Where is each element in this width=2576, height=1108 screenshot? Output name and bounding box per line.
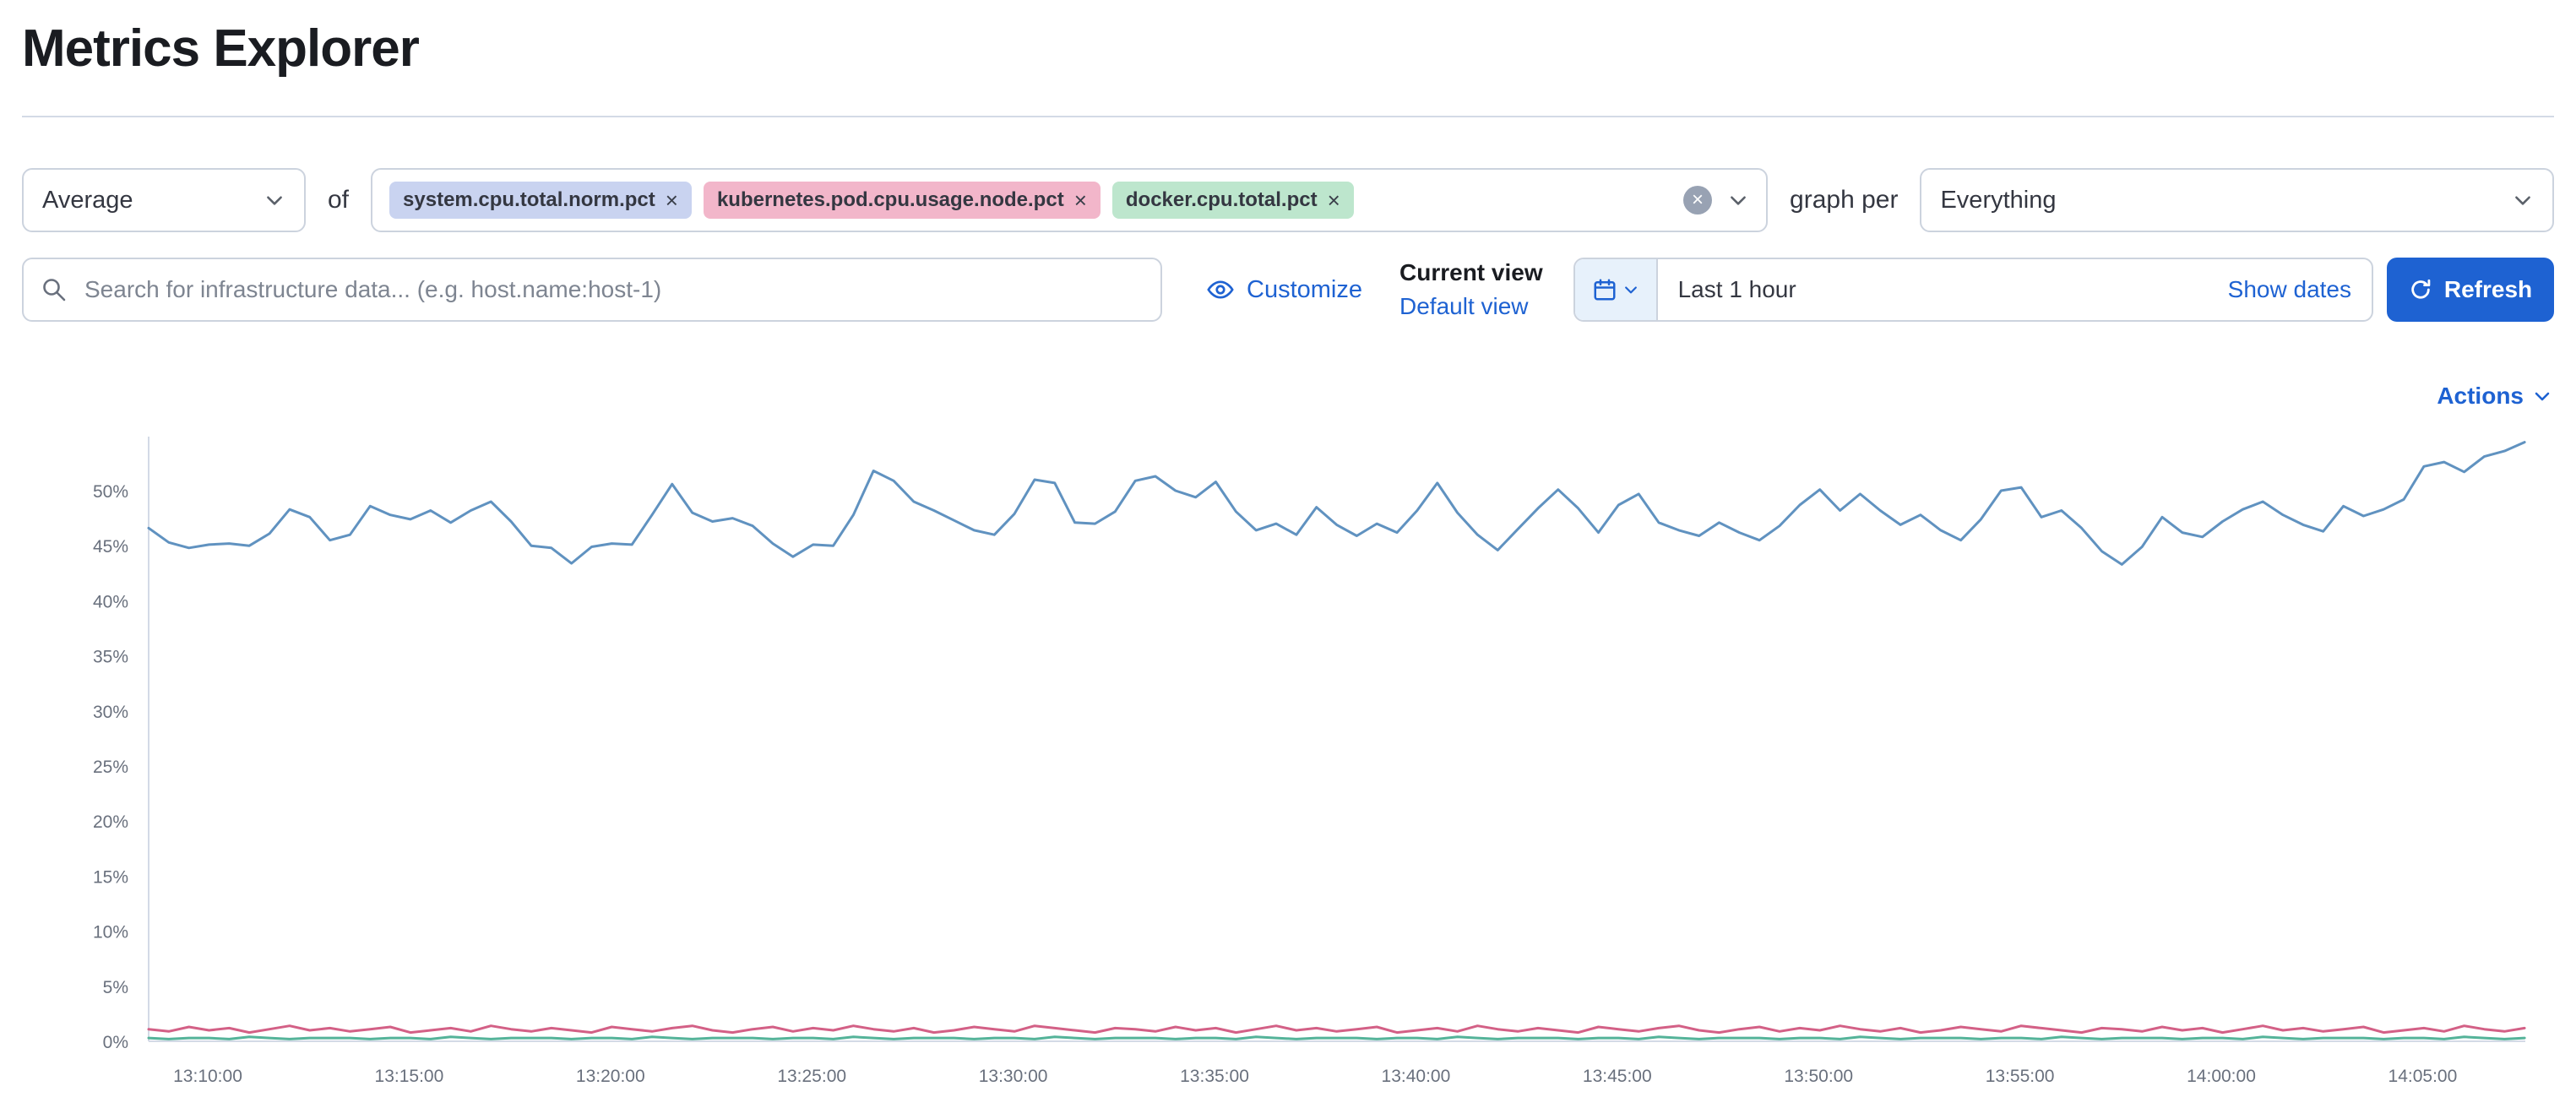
calendar-icon [1594,279,1616,301]
metric-pill[interactable]: docker.cpu.total.pct × [1111,182,1354,219]
graph-per-select[interactable]: Everything [1920,168,2554,232]
svg-text:15%: 15% [93,867,128,887]
graph-per-value: Everything [1940,186,2057,214]
show-dates-button[interactable]: Show dates [2227,276,2351,302]
svg-text:13:40:00: 13:40:00 [1382,1067,1451,1086]
actions-menu-button[interactable]: Actions [2437,383,2552,410]
graph-per-label: graph per [1790,186,1899,214]
svg-text:40%: 40% [93,592,128,611]
aggregation-select[interactable]: Average [22,168,306,232]
search-bar [22,258,1162,322]
svg-text:0%: 0% [103,1033,128,1052]
actions-label: Actions [2437,383,2524,409]
svg-text:13:30:00: 13:30:00 [979,1067,1048,1086]
header-divider [22,116,2554,117]
svg-text:14:00:00: 14:00:00 [2187,1067,2256,1086]
svg-text:25%: 25% [93,758,128,777]
of-label: of [328,186,350,214]
page-title: Metrics Explorer [22,19,420,78]
default-view-link[interactable]: Default view [1399,293,1529,319]
svg-text:10%: 10% [93,923,128,942]
svg-text:5%: 5% [103,978,128,997]
remove-metric-icon[interactable]: × [1327,187,1340,213]
chevron-down-icon [2535,392,2550,401]
svg-text:13:55:00: 13:55:00 [1986,1067,2055,1086]
clear-metrics-button[interactable]: × [1683,186,1713,215]
svg-text:13:35:00: 13:35:00 [1180,1067,1249,1086]
metrics-combobox[interactable]: system.cpu.total.norm.pct × kubernetes.p… [371,168,1769,232]
svg-text:13:25:00: 13:25:00 [777,1067,846,1086]
remove-metric-icon[interactable]: × [1073,187,1087,213]
eye-icon [1207,280,1234,299]
aggregation-value: Average [42,186,133,214]
view-selector: Current view Default view [1399,259,1543,320]
metric-pill[interactable]: kubernetes.pod.cpu.usage.node.pct × [703,182,1101,219]
metrics-chart[interactable]: 0% 5% 10% 15% 20% 25% 30% 35% 40% 45% 50% 13:10:00 1… [0,430,2576,1094]
refresh-icon [2411,279,2431,299]
remove-metric-icon[interactable]: × [665,187,678,213]
svg-text:13:50:00: 13:50:00 [1784,1067,1853,1086]
chevron-down-icon [1731,196,1746,205]
search-input[interactable] [22,258,1162,322]
refresh-label: Refresh [2443,276,2533,302]
date-quick-menu-button[interactable] [1574,259,1658,320]
svg-text:35%: 35% [93,648,128,667]
current-view-label: Current view [1399,259,1543,285]
chevron-down-icon [2515,196,2530,205]
time-range-value[interactable]: Last 1 hour [1677,276,1796,302]
metric-pill-label: kubernetes.pod.cpu.usage.node.pct [716,188,1064,211]
svg-text:13:20:00: 13:20:00 [576,1067,645,1086]
customize-label: Customize [1247,275,1362,303]
customize-button[interactable]: Customize [1206,275,1362,304]
svg-text:20%: 20% [93,812,128,832]
svg-text:50%: 50% [93,482,128,502]
refresh-button[interactable]: Refresh [2387,258,2554,322]
chevron-down-icon [1624,286,1637,294]
svg-text:45%: 45% [93,537,128,557]
svg-text:14:05:00: 14:05:00 [2389,1067,2458,1086]
chevron-down-icon [267,196,282,205]
svg-text:13:15:00: 13:15:00 [375,1067,444,1086]
search-icon [43,279,66,301]
svg-text:13:45:00: 13:45:00 [1583,1067,1652,1086]
date-picker[interactable]: Last 1 hour Show dates [1573,258,2373,322]
metric-pill[interactable]: system.cpu.total.norm.pct × [389,182,692,219]
svg-text:30%: 30% [93,703,128,722]
metric-pill-label: system.cpu.total.norm.pct [403,188,655,211]
metrics-chart-canvas[interactable]: 0% 5% 10% 15% 20% 25% 30% 35% 40% 45% 50% 13:10:00 1… [0,430,2576,1094]
metric-pill-label: docker.cpu.total.pct [1125,188,1318,211]
svg-text:13:10:00: 13:10:00 [173,1067,242,1086]
